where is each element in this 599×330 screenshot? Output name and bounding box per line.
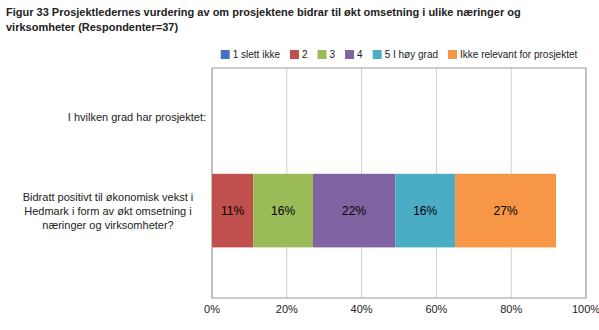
data-labels: 11% 16% 22% 16% 27% <box>221 204 518 218</box>
legend-swatch <box>448 50 457 59</box>
legend-swatch <box>290 50 299 59</box>
bar-segment <box>253 174 313 248</box>
legend-swatch <box>221 50 230 59</box>
legend-label: 1 slett ikke <box>233 49 281 60</box>
legend-item: 4 <box>345 49 363 60</box>
data-label: 16% <box>413 204 437 218</box>
bar-segment <box>313 174 395 248</box>
legend-item: 3 <box>318 49 336 60</box>
legend-swatch <box>345 50 354 59</box>
legend-swatch <box>373 50 382 59</box>
legend-item: 1 slett ikke <box>221 49 281 60</box>
data-label: 27% <box>494 204 518 218</box>
bars <box>212 174 556 248</box>
data-label: 22% <box>342 204 366 218</box>
chart: Figur 33 Prosjektledernes vurdering av o… <box>0 0 599 330</box>
bar-segment <box>395 174 455 248</box>
plot-frame <box>212 68 586 298</box>
annotation: I hvilken grad har prosjektet: <box>68 111 206 123</box>
legend-item: Ikke relevant for prosjektet <box>448 49 577 60</box>
data-label: 11% <box>221 204 244 218</box>
legend-label: Ikke relevant for prosjektet <box>460 49 577 60</box>
legend-item: 5 I høy grad <box>373 49 438 60</box>
legend-item: 2 <box>290 49 308 60</box>
title: Figur 33 Prosjektledernes vurdering av o… <box>6 6 521 18</box>
tick-label: 80% <box>500 303 522 315</box>
tick-label: 60% <box>425 303 447 315</box>
x-axis: 0% 20% 40% 60% 80% 100% <box>204 303 599 315</box>
tick-label: 0% <box>204 303 220 315</box>
bar-segment <box>212 174 253 248</box>
data-label: 16% <box>271 204 295 218</box>
tick-label: 40% <box>351 303 373 315</box>
tick-label: 100% <box>572 303 599 315</box>
category-label: Bidratt positivt til økonomisk vekst iHe… <box>23 191 194 231</box>
grid <box>212 68 586 298</box>
legend-label: 5 I høy grad <box>385 49 438 60</box>
tick-label: 20% <box>276 303 298 315</box>
legend: 1 slett ikke 2 3 4 5 I høy grad Ikke relevant… <box>221 49 578 60</box>
legend-label: 3 <box>330 49 336 60</box>
subtitle: virksomheter (Respondenter=37) <box>6 21 178 33</box>
legend-label: 4 <box>357 49 363 60</box>
bar-segment <box>455 174 556 248</box>
legend-swatch <box>318 50 327 59</box>
legend-label: 2 <box>302 49 308 60</box>
